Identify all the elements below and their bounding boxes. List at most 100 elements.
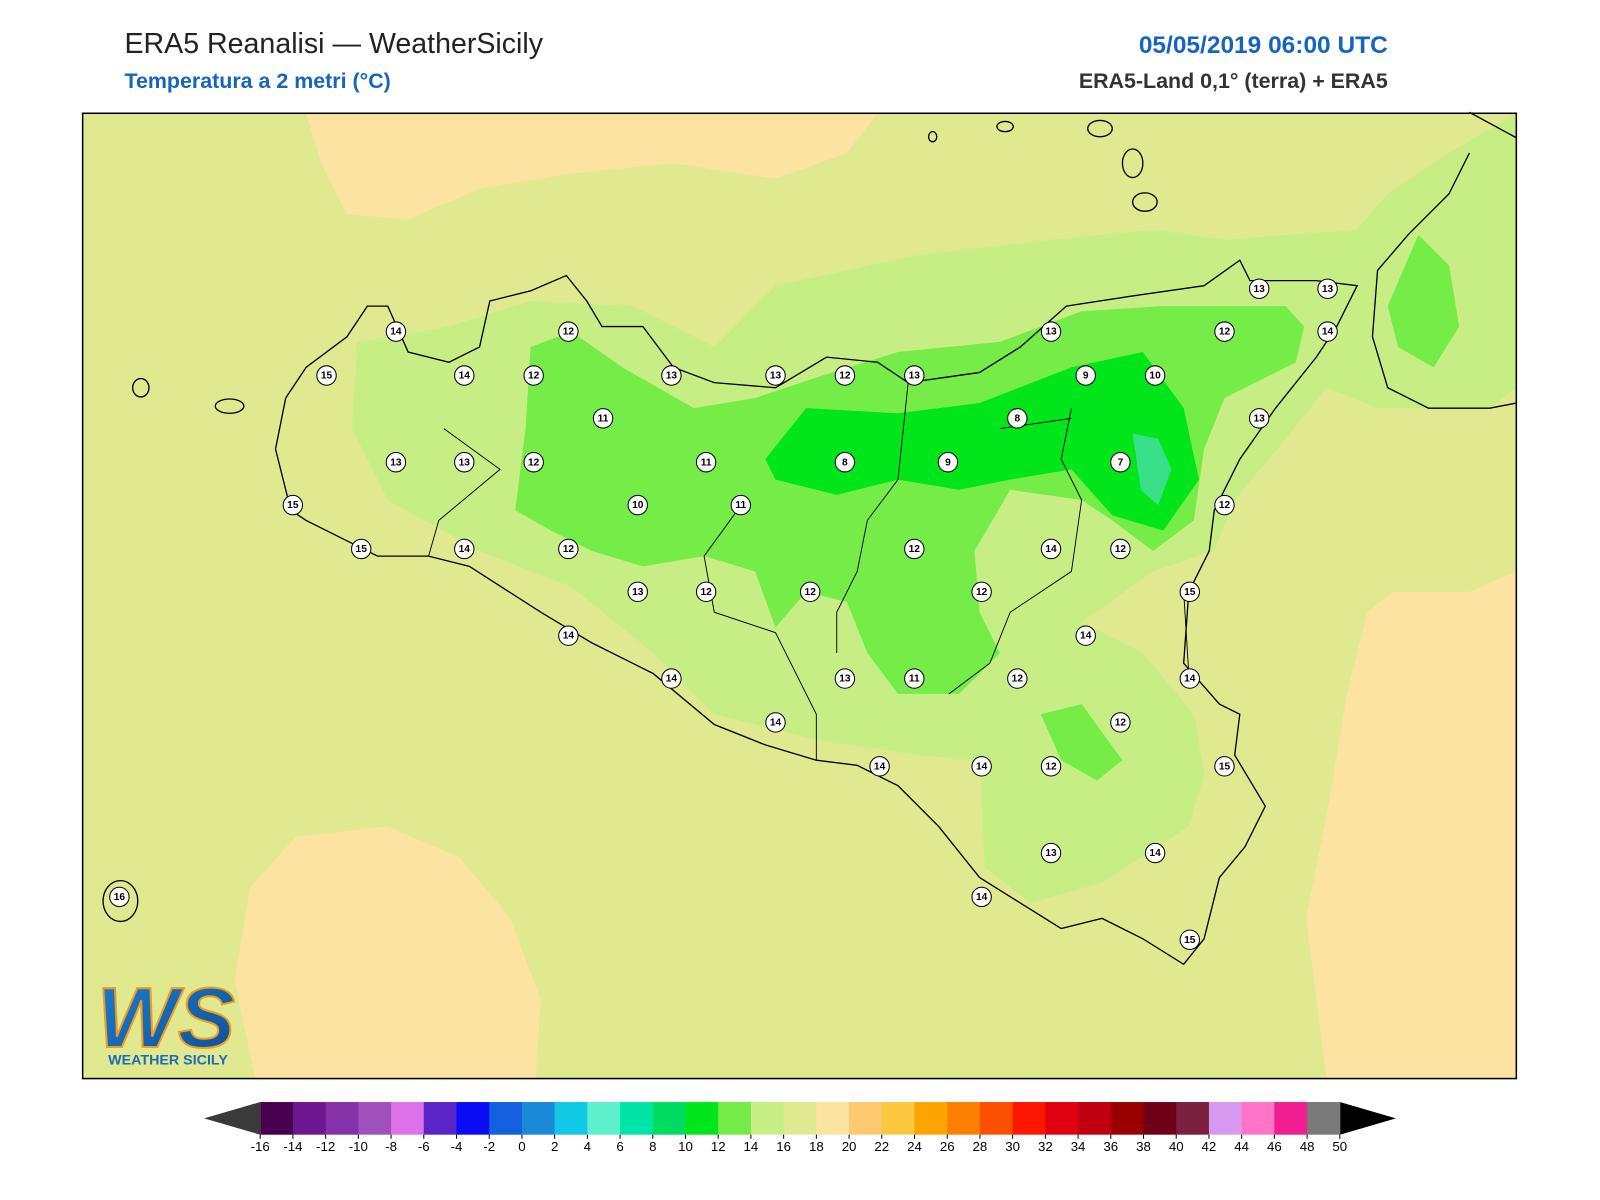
station-value: 14 <box>1080 631 1092 642</box>
station-marker <box>1110 538 1131 560</box>
station-marker <box>1179 929 1200 950</box>
colorbar-label: 34 <box>1071 1139 1086 1154</box>
colorbar-label: 36 <box>1103 1139 1118 1154</box>
colorbar-box <box>620 1102 654 1135</box>
station-marker <box>351 538 372 560</box>
station-marker <box>454 365 475 386</box>
station-marker <box>385 452 407 473</box>
station-value: 8 <box>1015 413 1021 424</box>
colorbar-label: 8 <box>649 1139 656 1154</box>
colorbar-label: 10 <box>678 1139 693 1154</box>
colorbar-label: 30 <box>1005 1139 1020 1154</box>
station-value: 9 <box>945 457 951 468</box>
colorbar-box <box>423 1102 458 1135</box>
station-value: 9 <box>1083 371 1089 382</box>
colorbar-box <box>1045 1102 1079 1135</box>
field-warm <box>306 113 878 220</box>
colorbar-box <box>456 1102 490 1135</box>
colorbar-box <box>587 1102 621 1135</box>
field-cool <box>1387 234 1460 368</box>
station-marker <box>523 452 544 473</box>
colorbar-label: -8 <box>385 1139 397 1154</box>
station-marker <box>661 668 682 689</box>
station-value: 12 <box>528 371 540 382</box>
station-value: 13 <box>632 587 644 598</box>
station-value: 13 <box>1254 413 1266 424</box>
station-value: 13 <box>1322 284 1334 295</box>
station-value: 15 <box>1219 761 1231 772</box>
colorbar-label: 32 <box>1038 1139 1053 1154</box>
colorbar-box <box>849 1102 883 1135</box>
station-marker <box>1214 321 1235 342</box>
station-value: 14 <box>459 371 471 382</box>
station-marker <box>1248 408 1270 429</box>
station-value: 15 <box>1184 935 1196 946</box>
colorbar-box <box>554 1102 588 1135</box>
station-value: 10 <box>632 500 644 511</box>
island <box>996 120 1014 133</box>
station-value: 12 <box>528 457 540 468</box>
station-marker <box>1214 494 1235 516</box>
station-marker <box>1110 712 1131 733</box>
island <box>131 377 150 398</box>
colorbar-box <box>718 1102 752 1135</box>
logo-mark: WS <box>97 970 235 1066</box>
station-marker <box>971 756 992 777</box>
station-marker <box>1075 625 1096 646</box>
field-cool <box>1040 704 1123 781</box>
station-marker <box>523 365 544 386</box>
station-marker <box>1040 538 1062 560</box>
island <box>1087 119 1113 138</box>
station-marker <box>1179 668 1200 689</box>
station-marker <box>454 538 475 560</box>
map-frame <box>81 112 1518 1080</box>
station-value: 14 <box>770 717 782 728</box>
colorbar-label: 50 <box>1332 1139 1347 1154</box>
calabria-coast <box>1371 111 1517 409</box>
colorbar-label: 0 <box>518 1139 525 1154</box>
colorbar-label: 38 <box>1136 1139 1151 1154</box>
stations: 14 15 14 12 12 13 13 12 13 13 9 10 12 13 13 14 11 8 13 13 13… <box>109 278 1338 950</box>
colorbar-label: 26 <box>940 1139 955 1154</box>
colorbar-label: 44 <box>1234 1139 1249 1154</box>
station-marker <box>558 321 579 342</box>
station-marker <box>1317 278 1338 299</box>
colorbar-label: -2 <box>483 1139 495 1154</box>
station-value: 11 <box>735 500 746 511</box>
station-value: 12 <box>700 587 712 598</box>
colorbar-label: -6 <box>418 1139 430 1154</box>
station-value: 10 <box>1149 371 1161 382</box>
colorbar-label: 48 <box>1300 1139 1315 1154</box>
colorbar: -16 -14 -12 -10 -8 -6 -4 -2 0 2 4 6 8 10 12 14 16 18 20 22 2… <box>204 1102 1396 1154</box>
colorbar-box <box>292 1102 327 1135</box>
station-value: 14 <box>1184 674 1196 685</box>
station-value: 15 <box>321 371 333 382</box>
station-marker <box>834 668 856 689</box>
station-value: 13 <box>839 674 851 685</box>
station-value: 14 <box>976 892 988 903</box>
station-marker <box>869 756 890 777</box>
station-value: 11 <box>701 457 712 468</box>
station-marker <box>1144 842 1166 864</box>
colorbar-box <box>979 1102 1014 1135</box>
station-marker <box>282 494 304 516</box>
station-value: 14 <box>390 327 402 338</box>
station-marker <box>1007 668 1028 689</box>
field-warm <box>234 826 541 1079</box>
colorbar-label: -10 <box>349 1139 368 1154</box>
station-marker <box>937 452 959 473</box>
station-marker <box>1144 365 1166 386</box>
colorbar-box <box>1078 1102 1112 1135</box>
station-marker <box>1007 408 1028 429</box>
station-value: 13 <box>1045 848 1057 859</box>
colorbar-box <box>1143 1102 1177 1135</box>
station-value: 11 <box>598 413 609 424</box>
field-coldest <box>1132 433 1172 506</box>
station-marker <box>765 365 786 386</box>
colorbar-label: 4 <box>584 1139 591 1154</box>
station-value: 13 <box>666 371 678 382</box>
colorbar-label: 20 <box>842 1139 857 1154</box>
station-value: 13 <box>909 371 921 382</box>
colorbar-label: 18 <box>809 1139 824 1154</box>
